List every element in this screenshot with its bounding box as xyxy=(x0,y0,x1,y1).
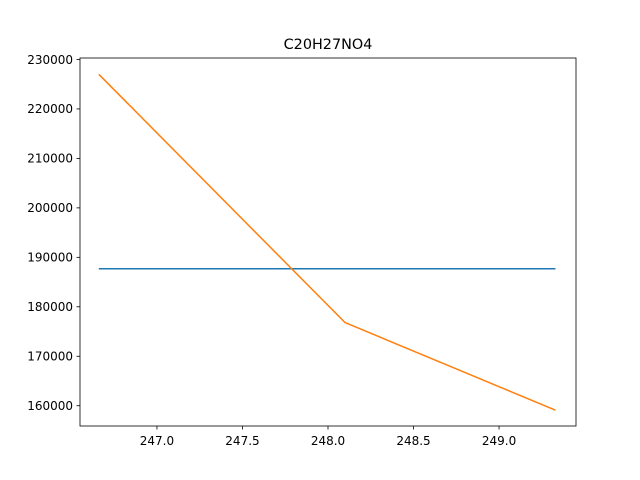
series-line-2 xyxy=(98,73,556,411)
chart-title: C20H27NO4 xyxy=(284,37,373,53)
y-tick-label: 210000 xyxy=(27,152,73,166)
x-tick-label: 248.5 xyxy=(396,434,430,448)
plot-area-frame xyxy=(79,57,577,427)
x-tick-label: 247.5 xyxy=(225,434,259,448)
y-tick-label: 180000 xyxy=(27,300,73,314)
y-tick-label: 160000 xyxy=(27,399,73,413)
y-tick-label: 190000 xyxy=(27,251,73,265)
x-tick-label: 247.0 xyxy=(140,434,174,448)
y-axis: 160000 170000 180000 190000 200000 210000 2200… xyxy=(27,53,80,413)
y-tick-label: 230000 xyxy=(27,53,73,67)
y-tick-label: 220000 xyxy=(27,102,73,116)
series-layer xyxy=(98,73,556,411)
x-tick-label: 248.0 xyxy=(311,434,345,448)
x-axis: 247.0 247.5 248.0 248.5 249.0 xyxy=(140,426,516,448)
y-tick-label: 200000 xyxy=(27,201,73,215)
x-tick-label: 249.0 xyxy=(482,434,516,448)
y-tick-label: 170000 xyxy=(27,350,73,364)
